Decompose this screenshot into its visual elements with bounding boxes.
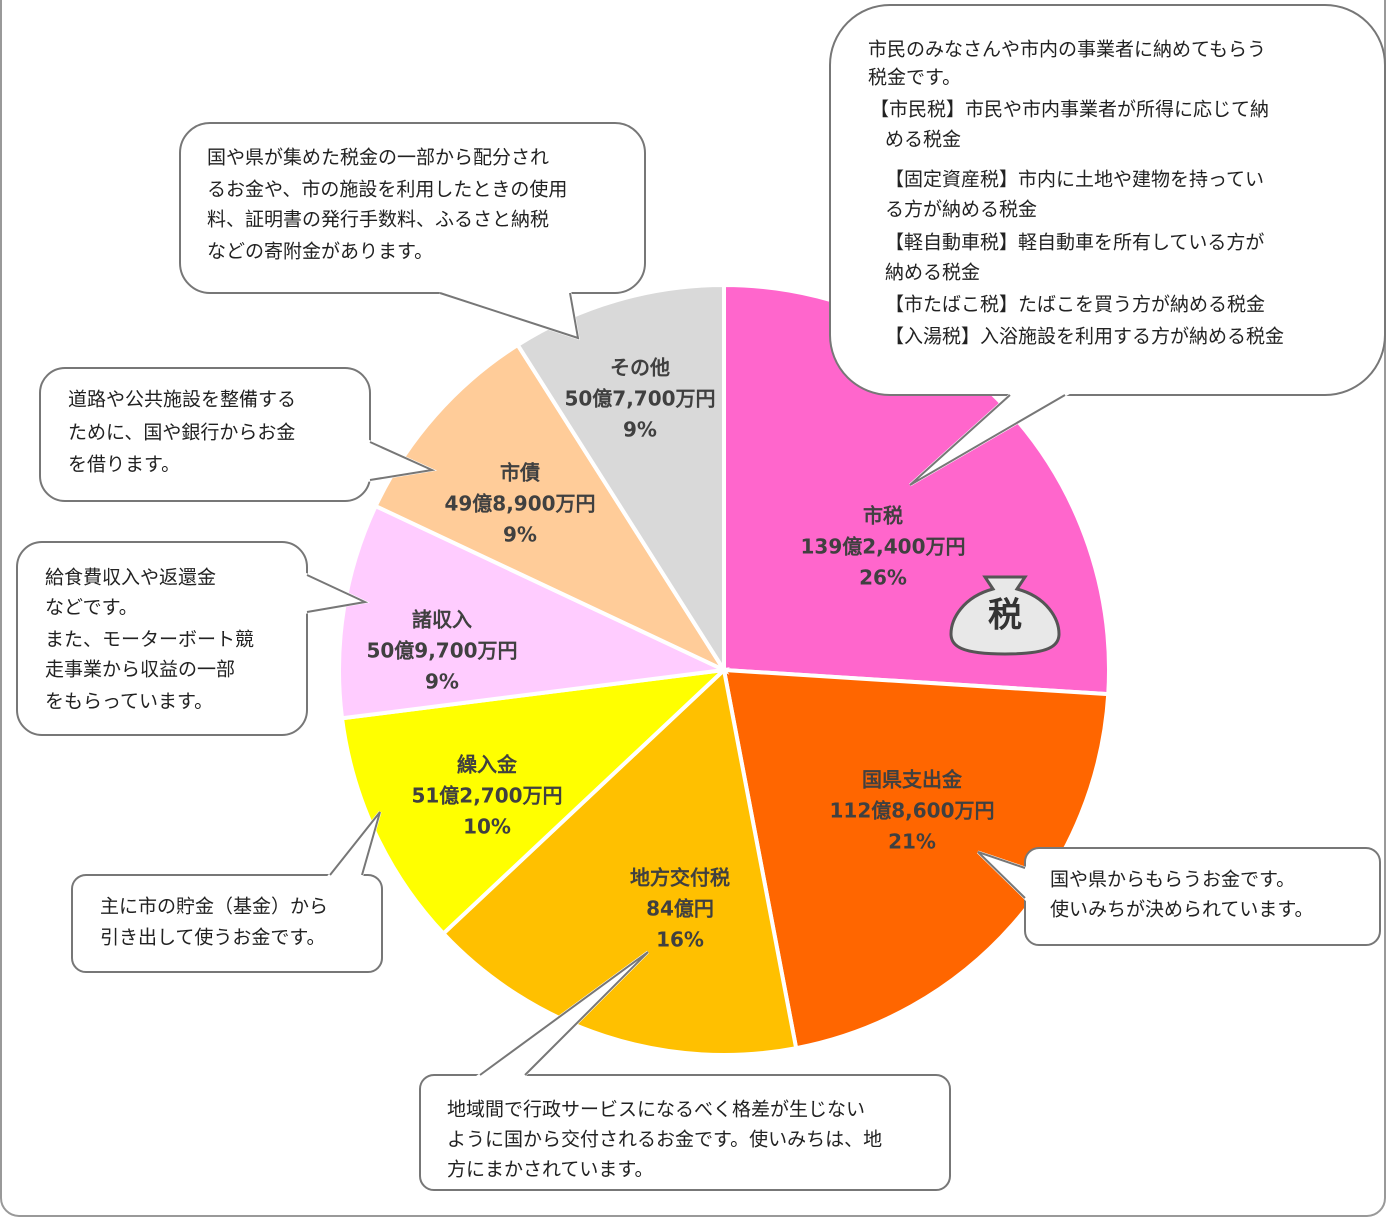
callout-text: 料、証明書の発行手数料、ふるさと納税 xyxy=(207,209,549,231)
callout-box xyxy=(419,1074,951,1191)
callout: 市民のみなさんや市内の事業者に納めてもらう税金です。【市民税】市民や市内事業者が… xyxy=(829,4,1386,487)
slice-name: 繰入金 xyxy=(457,753,518,777)
pie-slice xyxy=(372,342,730,675)
slice-amount: 112億8,600万円 xyxy=(829,799,994,823)
callout-tail xyxy=(909,394,1066,486)
callout-box xyxy=(1024,847,1381,946)
pie-slice xyxy=(339,667,730,937)
callout-text: などの寄附金があります。 xyxy=(207,241,433,263)
callout-text: 【市民税】市民や市内事業者が所得に応じて納 xyxy=(870,99,1269,121)
slice-percent: 10% xyxy=(463,815,511,839)
tax-icon: 税 xyxy=(949,575,1061,656)
callout-text: 給食費収入や返還金 xyxy=(45,567,216,589)
callout-box xyxy=(16,541,308,736)
callout-tail xyxy=(439,292,580,340)
slice-percent: 9% xyxy=(425,670,459,694)
slice-percent: 21% xyxy=(888,830,936,854)
callout: 国や県が集めた税金の一部から配分されるお金や、市の施設を利用したときの使用料、証… xyxy=(179,122,646,341)
callout-text: 国や県からもらうお金です。 xyxy=(1050,869,1295,891)
callout-tail xyxy=(977,851,1026,899)
slice-percent: 16% xyxy=(656,928,704,952)
icon-text: 税 xyxy=(988,596,1022,636)
callout-text: などです。 xyxy=(45,597,138,619)
slice-name: その他 xyxy=(610,356,670,380)
slice-amount: 139億2,400万円 xyxy=(800,535,965,559)
callout-text: 道路や公共施設を整備する xyxy=(68,389,296,411)
callout-box xyxy=(829,4,1386,396)
callout-text: める税金 xyxy=(885,129,961,151)
callout-text: るお金や、市の施設を利用したときの使用 xyxy=(207,179,567,201)
slice-percent: 26% xyxy=(859,566,907,590)
slice-amount: 49億8,900万円 xyxy=(444,492,595,516)
pie-slice xyxy=(440,666,799,1057)
callout-text: 納める税金 xyxy=(885,262,980,284)
pie-slice xyxy=(721,667,1111,1051)
callout-text: 地域間で行政サービスになるべく格差が生じない xyxy=(447,1099,865,1121)
callout-box xyxy=(71,874,383,973)
slice-amount: 50億9,700万円 xyxy=(366,639,517,663)
pie-slice xyxy=(514,282,726,677)
callout: 地域間で行政サービスになるべく格差が生じないように国から交付されるお金です。使い… xyxy=(419,950,951,1191)
callout-tail xyxy=(306,574,369,613)
slice-name: 諸収入 xyxy=(412,608,472,632)
callout-text: をもらっています。 xyxy=(45,691,213,713)
slice-name: 市債 xyxy=(500,461,540,485)
slice-amount: 84億円 xyxy=(646,897,714,921)
callout-text: また、モーターボート競 xyxy=(45,629,254,651)
callout-text: 主に市の貯金（基金）から xyxy=(100,896,328,918)
callout-text: 国や県が集めた税金の一部から配分され xyxy=(207,147,549,169)
callouts: 市民のみなさんや市内の事業者に納めてもらう税金です。【市民税】市民や市内事業者が… xyxy=(16,4,1386,1191)
pie: 税 市税 139億2,400万円 26% 国県支出金 112億8,600万円 21% 地方交付… xyxy=(337,282,1111,1057)
icon-bag xyxy=(949,575,1061,656)
slice-amount: 51億2,700万円 xyxy=(411,784,562,808)
slice-amount: 50億7,700万円 xyxy=(564,387,715,411)
callout-tail xyxy=(479,951,649,1076)
slice-name: 地方交付税 xyxy=(630,866,730,890)
callout-text: を借ります。 xyxy=(68,454,180,476)
callout: 給食費収入や返還金などです。また、モーターボート競走事業から収益の一部をもらって… xyxy=(16,541,370,736)
callout-tail xyxy=(329,811,381,876)
callout-text: 走事業から収益の一部 xyxy=(45,659,235,681)
callout-text: 方にまかされています。 xyxy=(447,1159,654,1181)
callout-tail xyxy=(369,441,436,481)
callout: 国や県からもらうお金です。使いみちが決められています。 xyxy=(976,847,1381,946)
slice-percent: 9% xyxy=(503,523,537,547)
callout-text: 市民のみなさんや市内の事業者に納めてもらう xyxy=(868,39,1266,61)
callout-box xyxy=(39,367,371,502)
callout-text: 【固定資産税】市内に土地や建物を持ってい xyxy=(885,169,1264,191)
slice-name: 市税 xyxy=(863,504,903,528)
callout-box xyxy=(179,122,646,294)
slice-name: 国県支出金 xyxy=(862,768,963,792)
callout-text: 引き出して使うお金です。 xyxy=(100,927,326,949)
callout-text: ように国から交付されるお金です。使いみちは、地 xyxy=(447,1129,882,1151)
callout-text: ために、国や銀行からお金 xyxy=(68,422,295,444)
callout-text: る方が納める税金 xyxy=(885,199,1037,221)
slice-percent: 9% xyxy=(623,418,657,442)
callout-text: 使いみちが決められています。 xyxy=(1050,899,1314,921)
callout-text: 【軽自動車税】軽自動車を所有している方が xyxy=(885,232,1264,254)
pie-slice xyxy=(337,503,732,721)
callout-text: 【市たばこ税】たばこを買う方が納める税金 xyxy=(885,294,1265,316)
callout-text: 【入湯税】入浴施設を利用する方が納める税金 xyxy=(885,326,1284,348)
callout-text: 税金です。 xyxy=(868,67,961,89)
